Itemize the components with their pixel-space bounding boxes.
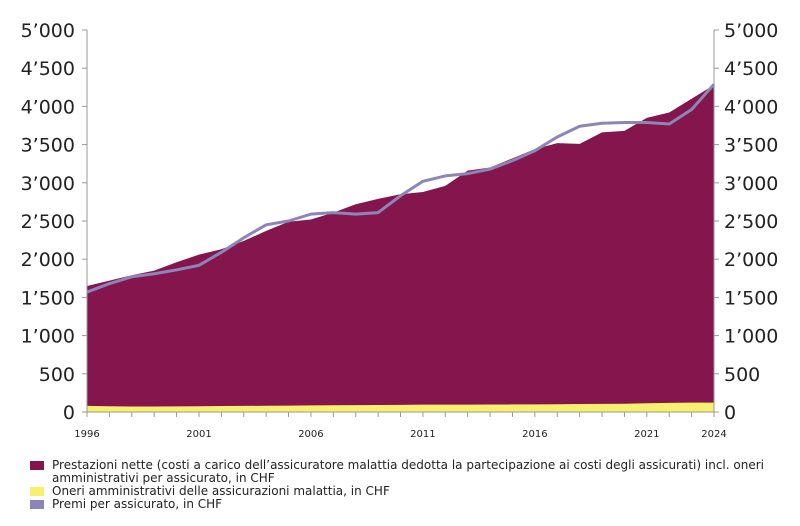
x-tick-label: 2016 [522, 429, 547, 440]
area-admin-costs [87, 402, 714, 412]
y-tick-label-right: 3’000 [724, 173, 778, 195]
y-tick-label-left: 5’000 [21, 20, 75, 42]
legend-label: Premi per assicurato, in CHF [52, 497, 223, 511]
y-tick-label-right: 0 [724, 402, 736, 424]
legend-swatch [30, 500, 44, 509]
legend-swatch [30, 461, 44, 470]
chart: 0 0 500 500 1’000 1’000 1’500 1’500 2’000 2’000 2’… [21, 20, 779, 440]
x-tick-label: 2011 [410, 429, 435, 440]
legend: Prestazioni nette (costi a carico dell’a… [30, 459, 800, 511]
y-tick-label-left: 3’500 [21, 135, 75, 157]
y-tick-label-right: 2’000 [724, 249, 778, 271]
y-tick-label-right: 3’500 [724, 135, 778, 157]
x-tick-label: 2024 [701, 429, 726, 440]
y-tick-label-left: 2’000 [21, 249, 75, 271]
area-benefits [87, 85, 714, 413]
x-tick-label: 1996 [74, 429, 99, 440]
y-tick-label-right: 1’000 [724, 326, 778, 348]
y-tick-label-left: 3’000 [21, 173, 75, 195]
y-tick-label-right: 500 [724, 364, 760, 386]
x-tick-label: 2006 [298, 429, 323, 440]
x-tick-label: 2001 [186, 429, 211, 440]
y-tick-label-right: 1’500 [724, 287, 778, 309]
y-tick-label-right: 2’500 [724, 211, 778, 233]
legend-swatch [30, 487, 44, 496]
y-tick-label-left: 2’500 [21, 211, 75, 233]
legend-item-benefits: Prestazioni nette (costi a carico dell’a… [30, 459, 800, 485]
x-tick-label: 2021 [634, 429, 659, 440]
legend-label: Prestazioni nette (costi a carico dell’a… [52, 458, 764, 485]
y-tick-label-left: 4’000 [21, 96, 75, 118]
y-tick-label-right: 4’000 [724, 96, 778, 118]
y-tick-label-left: 500 [39, 364, 75, 386]
legend-item-premiums: Premi per assicurato, in CHF [30, 498, 800, 511]
y-tick-label-left: 4’500 [21, 58, 75, 80]
y-tick-label-right: 4’500 [724, 58, 778, 80]
legend-item-admin: Oneri amministrativi delle assicurazioni… [30, 485, 800, 498]
y-tick-label-left: 0 [63, 402, 75, 424]
y-tick-label-left: 1’000 [21, 326, 75, 348]
y-tick-label-left: 1’500 [21, 287, 75, 309]
legend-label: Oneri amministrativi delle assicurazioni… [52, 484, 390, 498]
y-tick-label-right: 5’000 [724, 20, 778, 42]
line-premiums [86, 83, 716, 294]
